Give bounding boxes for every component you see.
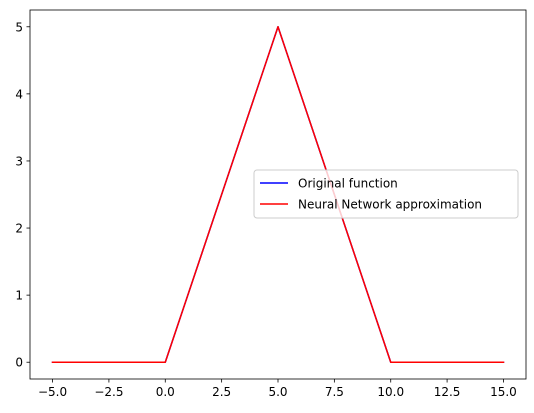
x-tick-label: 2.5 — [212, 385, 231, 399]
axes: −5.0 −2.5 0.0 2.5 5.0 7.5 10.0 12.5 15.0 0 1 2 3 4 5 — [15, 9, 527, 399]
y-tick-label: 5 — [15, 20, 23, 34]
x-tick-label: 10.0 — [377, 385, 404, 399]
y-tick-label: 0 — [15, 356, 23, 370]
y-tick-label: 2 — [15, 222, 23, 236]
y-tick-label: 3 — [15, 154, 23, 168]
x-tick-label: −5.0 — [38, 385, 67, 399]
x-tick-label: 15.0 — [490, 385, 517, 399]
y-tick-label: 1 — [15, 289, 23, 303]
series-lines — [51, 26, 505, 363]
x-tick-label: 5.0 — [268, 385, 287, 399]
x-tick-label: −2.5 — [94, 385, 123, 399]
x-tick-label: 7.5 — [325, 385, 344, 399]
legend-label-1: Neural Network approximation — [298, 198, 482, 212]
legend-box — [253, 169, 519, 219]
y-tick-label: 4 — [15, 87, 23, 101]
x-tick-label: 12.5 — [434, 385, 461, 399]
legend: Original function Neural Network approxim… — [253, 169, 519, 219]
legend-label-0: Original function — [298, 177, 398, 191]
x-tick-label: 0.0 — [156, 385, 175, 399]
series-line-1 — [51, 26, 505, 363]
